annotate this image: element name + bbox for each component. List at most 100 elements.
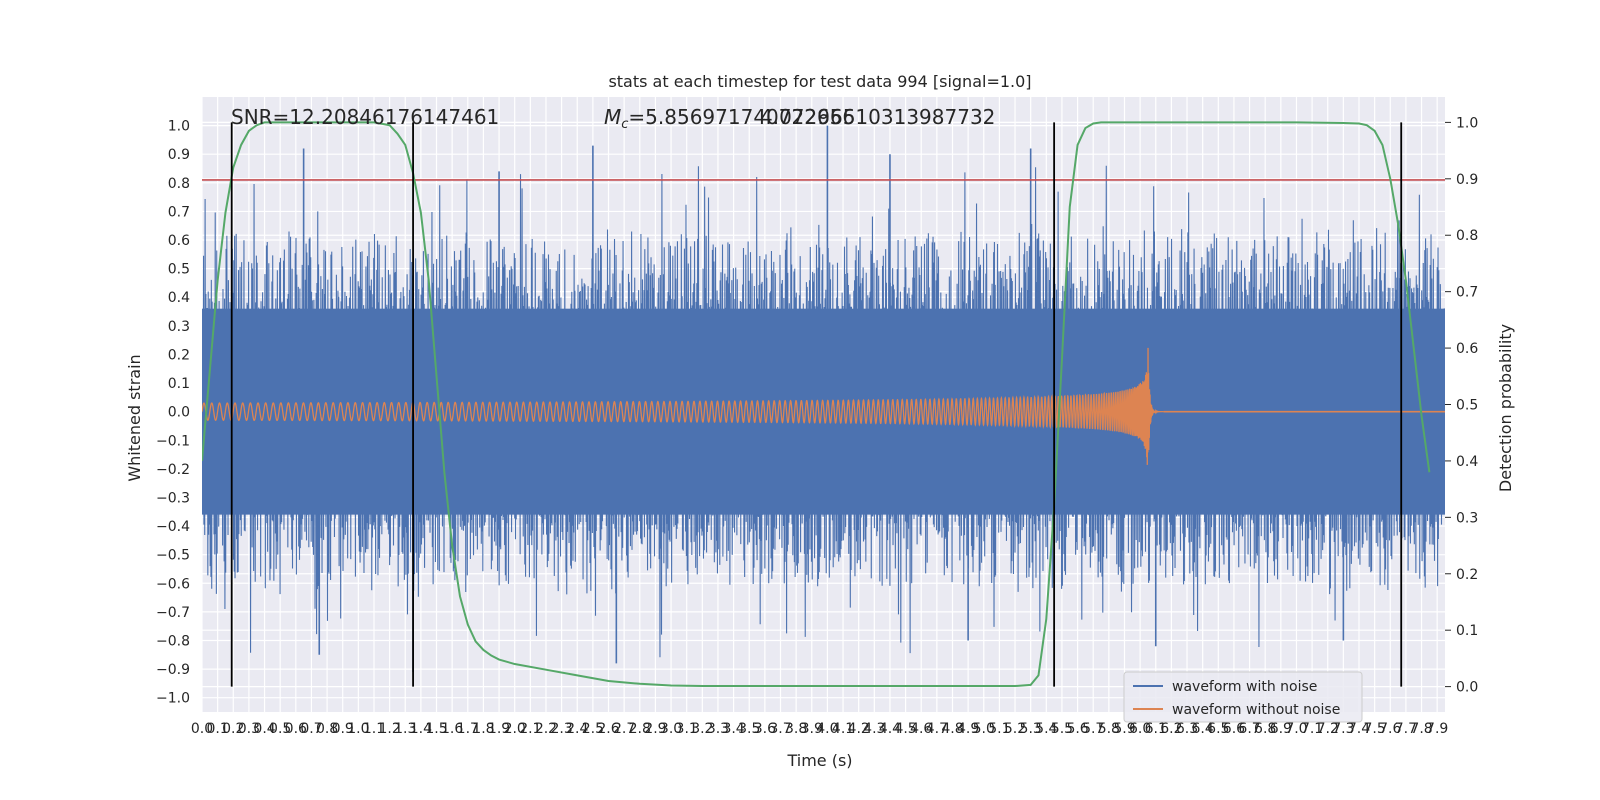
x-tick-label: 4.5 bbox=[894, 721, 916, 737]
y-tick-label: 1.0 bbox=[168, 119, 190, 135]
y-tick-label: −0.1 bbox=[156, 433, 190, 449]
x-tick-label: 2.0 bbox=[504, 721, 526, 737]
x-tick-label: 4.0 bbox=[816, 721, 838, 737]
x-tick-label: 3.1 bbox=[676, 721, 698, 737]
x-tick-label: 2.1 bbox=[519, 721, 541, 737]
x-tick-label: 7.7 bbox=[1395, 721, 1417, 737]
x-tick-label: 6.0 bbox=[1129, 721, 1151, 737]
x-tick-label: 2.4 bbox=[566, 721, 588, 737]
x-tick-label: 4.4 bbox=[879, 721, 901, 737]
x-tick-label: 2.2 bbox=[535, 721, 557, 737]
x-tick-label: 3.8 bbox=[785, 721, 807, 737]
x-tick-label: 2.6 bbox=[597, 721, 619, 737]
y-tick-label: −0.9 bbox=[156, 662, 190, 678]
x-tick-label: 7.3 bbox=[1332, 721, 1354, 737]
x-tick-label: 4.3 bbox=[863, 721, 885, 737]
x-tick-label: 1.5 bbox=[425, 721, 447, 737]
y2-tick-label: 1.0 bbox=[1456, 115, 1478, 131]
x-tick-label: 1.2 bbox=[378, 721, 400, 737]
x-tick-label: 7.6 bbox=[1379, 721, 1401, 737]
x-tick-label: 6.7 bbox=[1238, 721, 1260, 737]
y2-tick-label: 0.0 bbox=[1456, 680, 1478, 696]
y-tick-label: 0.2 bbox=[168, 347, 190, 363]
y-tick-label: 0.8 bbox=[168, 176, 190, 192]
x-tick-label: 2.5 bbox=[582, 721, 604, 737]
x-tick-label: 3.0 bbox=[660, 721, 682, 737]
mc-subscript: c bbox=[621, 117, 628, 132]
x-tick-label: 0.0 bbox=[191, 721, 213, 737]
x-tick-label: 4.9 bbox=[957, 721, 979, 737]
y-tick-label: 0.0 bbox=[168, 405, 190, 421]
y2-tick-label: 0.5 bbox=[1456, 398, 1478, 414]
x-tick-label: 0.7 bbox=[300, 721, 322, 737]
y2-tick-label: 0.6 bbox=[1456, 341, 1478, 357]
y-tick-label: −0.5 bbox=[156, 548, 190, 564]
x-tick-label: 0.9 bbox=[332, 721, 354, 737]
y-tick-label: 0.1 bbox=[168, 376, 190, 392]
x-tick-label: 3.4 bbox=[722, 721, 744, 737]
data-layer bbox=[202, 121, 1445, 688]
y-axis-label: Whitened strain bbox=[125, 354, 144, 481]
y2-axis-label: Detection probability bbox=[1496, 324, 1515, 492]
x-tick-label: 6.5 bbox=[1207, 721, 1229, 737]
x-tick-label: 0.8 bbox=[316, 721, 338, 737]
mc-value: =5.856971740722656 bbox=[628, 105, 855, 129]
x-tick-label: 0.4 bbox=[253, 721, 275, 737]
x-tick-label: 7.0 bbox=[1285, 721, 1307, 737]
x-tick-label: 3.7 bbox=[769, 721, 791, 737]
x-tick-label: 1.3 bbox=[394, 721, 416, 737]
x-tick-label: 0.5 bbox=[269, 721, 291, 737]
chart-title: stats at each timestep for test data 994… bbox=[608, 72, 1031, 91]
overlapping-annotation: 4.07296510313987732 bbox=[760, 105, 995, 129]
y-tick-label: 0.3 bbox=[168, 319, 190, 335]
legend-label-clean: waveform without noise bbox=[1172, 702, 1340, 718]
x-tick-label: 0.1 bbox=[207, 721, 229, 737]
x-tick-label: 6.6 bbox=[1223, 721, 1245, 737]
y-tick-label: −0.4 bbox=[156, 519, 190, 535]
y-tick-label: −0.6 bbox=[156, 576, 190, 592]
y2-tick-label: 0.4 bbox=[1456, 454, 1478, 470]
y-tick-label: 0.4 bbox=[168, 290, 190, 306]
y2-tick-label: 0.7 bbox=[1456, 285, 1478, 301]
x-tick-label: 4.8 bbox=[941, 721, 963, 737]
x-tick-label: 6.4 bbox=[1192, 721, 1214, 737]
x-tick-label: 7.5 bbox=[1364, 721, 1386, 737]
x-tick-label: 5.2 bbox=[1004, 721, 1026, 737]
legend: waveform with noise waveform without noi… bbox=[1123, 671, 1363, 723]
x-tick-label: 1.7 bbox=[457, 721, 479, 737]
y-tick-label: −0.3 bbox=[156, 490, 190, 506]
x-tick-label: 0.2 bbox=[222, 721, 244, 737]
tick-labels: 0.00.10.20.30.40.50.60.70.80.91.01.11.21… bbox=[156, 115, 1478, 737]
mc-symbol: M bbox=[604, 105, 621, 129]
y-tick-label: −0.7 bbox=[156, 605, 190, 621]
y-tick-label: −0.8 bbox=[156, 633, 190, 649]
x-tick-label: 1.0 bbox=[347, 721, 369, 737]
x-tick-label: 5.5 bbox=[1051, 721, 1073, 737]
y-tick-label: 0.5 bbox=[168, 262, 190, 278]
x-tick-label: 4.6 bbox=[910, 721, 932, 737]
x-tick-label: 5.7 bbox=[1082, 721, 1104, 737]
x-tick-label: 5.1 bbox=[988, 721, 1010, 737]
x-tick-label: 7.4 bbox=[1348, 721, 1370, 737]
snr-annotation: SNR=12.20846176147461 bbox=[231, 105, 499, 129]
legend-label-noise: waveform with noise bbox=[1172, 679, 1317, 695]
x-tick-label: 7.9 bbox=[1426, 721, 1448, 737]
x-tick-label: 7.1 bbox=[1301, 721, 1323, 737]
x-tick-label: 3.6 bbox=[754, 721, 776, 737]
y2-tick-label: 0.9 bbox=[1456, 172, 1478, 188]
series-waveform-without-noise bbox=[202, 347, 1164, 465]
x-tick-label: 5.3 bbox=[1020, 721, 1042, 737]
y-tick-label: −0.2 bbox=[156, 462, 190, 478]
x-tick-label: 5.9 bbox=[1113, 721, 1135, 737]
x-tick-label: 5.0 bbox=[973, 721, 995, 737]
x-tick-label: 5.6 bbox=[1066, 721, 1088, 737]
x-tick-label: 2.8 bbox=[629, 721, 651, 737]
y2-tick-label: 0.8 bbox=[1456, 228, 1478, 244]
x-tick-label: 6.9 bbox=[1270, 721, 1292, 737]
x-tick-label: 3.9 bbox=[801, 721, 823, 737]
x-tick-label: 5.8 bbox=[1098, 721, 1120, 737]
x-tick-label: 6.1 bbox=[1145, 721, 1167, 737]
x-tick-label: 6.2 bbox=[1160, 721, 1182, 737]
y2-tick-label: 0.2 bbox=[1456, 567, 1478, 583]
x-tick-label: 3.5 bbox=[738, 721, 760, 737]
